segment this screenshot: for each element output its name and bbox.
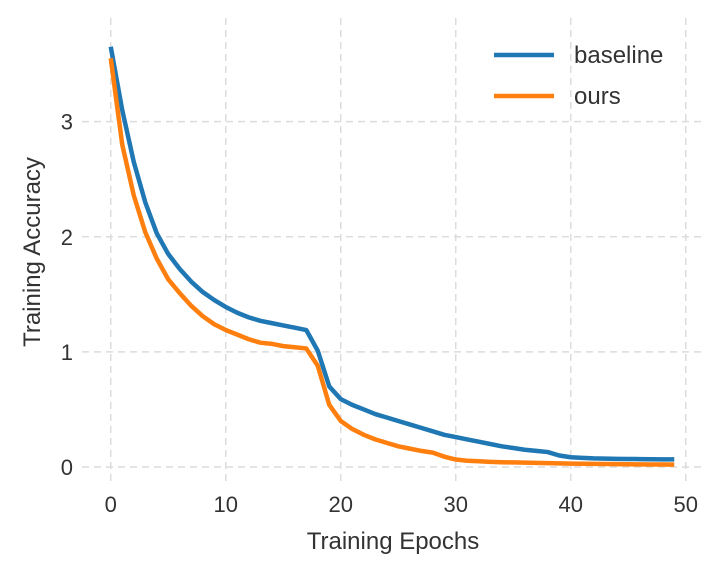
y-tick-label: 3 — [61, 110, 73, 135]
x-tick-label: 30 — [444, 492, 468, 517]
plot-area — [108, 46, 675, 467]
y-tick-label: 0 — [61, 455, 73, 480]
grid — [82, 18, 703, 482]
tick-labels: 0 10 20 30 40 50 0 1 2 3 — [61, 110, 698, 517]
y-axis-label: Training Accuracy — [19, 157, 46, 347]
x-tick-label: 10 — [214, 492, 238, 517]
legend-label-ours: ours — [574, 83, 621, 110]
y-tick-label: 2 — [61, 225, 73, 250]
x-tick-label: 50 — [674, 492, 698, 517]
x-axis-label: Training Epochs — [307, 528, 480, 555]
series-line-baseline — [108, 46, 675, 462]
y-tick-label: 1 — [61, 340, 73, 365]
series-line-ours — [108, 58, 675, 467]
x-tick-label: 20 — [329, 492, 353, 517]
legend-label-baseline: baseline — [574, 42, 663, 69]
x-tick-label: 0 — [105, 492, 117, 517]
x-tick-label: 40 — [559, 492, 583, 517]
legend: baseline ours — [494, 42, 663, 110]
